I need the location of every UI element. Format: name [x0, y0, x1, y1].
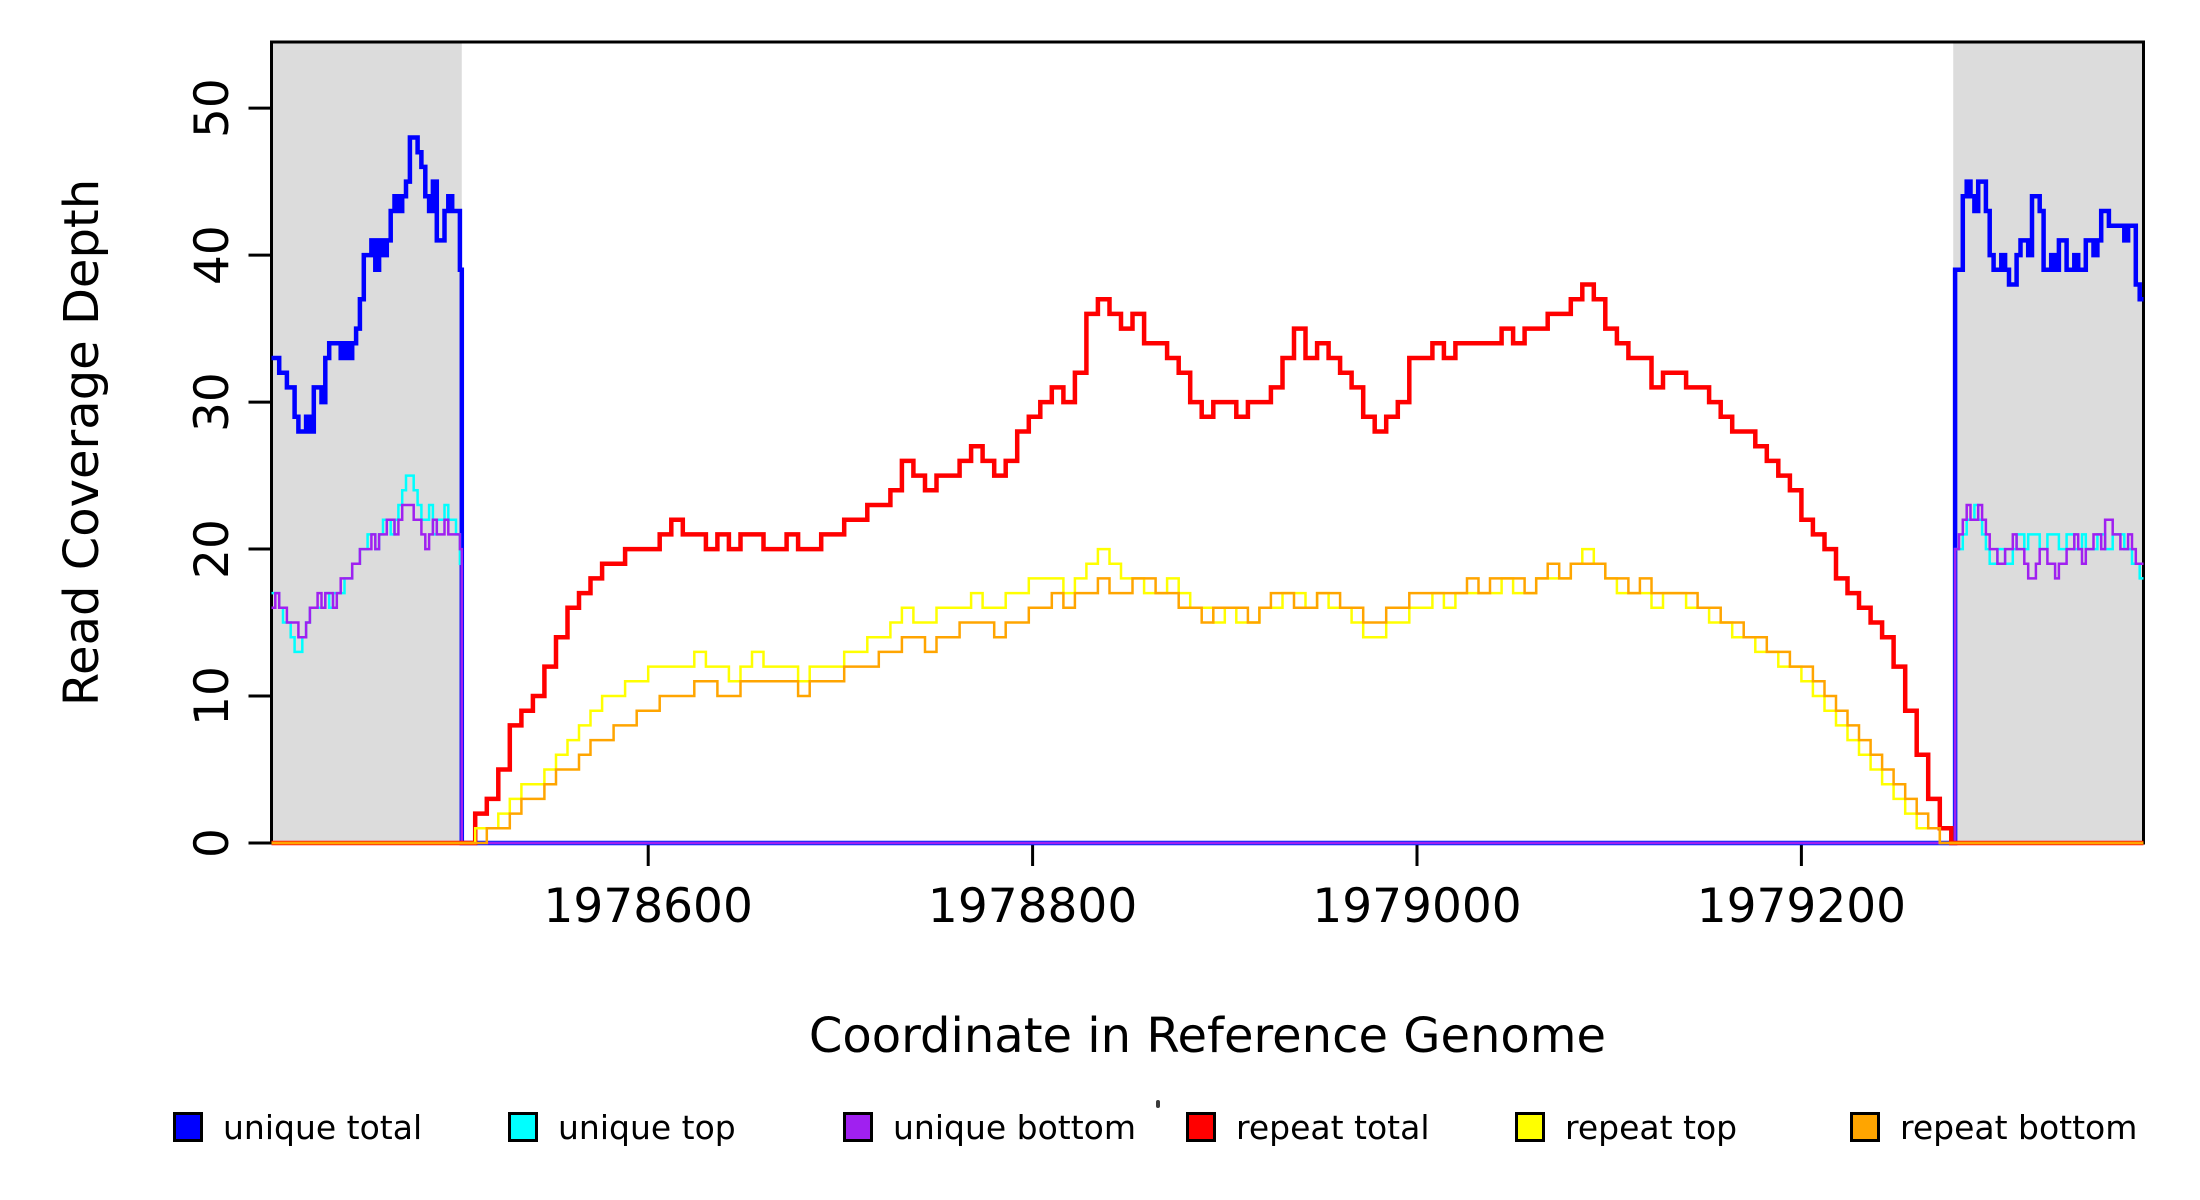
series-path-unique-bottom — [271, 503, 2144, 845]
legend-item-repeat-total: repeat total — [1186, 1107, 1430, 1147]
y-tick-label: 0 — [185, 828, 240, 858]
legend-swatch-repeat-top — [1515, 1112, 1545, 1142]
legend-label-repeat-top: repeat top — [1565, 1107, 1738, 1147]
legend-swatch-repeat-bottom — [1850, 1112, 1880, 1142]
x-axis-title: Coordinate in Reference Genome — [809, 1008, 1606, 1064]
series-path-repeat-top — [271, 547, 2144, 845]
legend-swatch-unique-bottom — [843, 1112, 873, 1142]
x-tick-label: 1979000 — [1312, 879, 1521, 934]
shaded-region-0 — [271, 42, 462, 843]
legend-label-unique-bottom: unique bottom — [893, 1107, 1137, 1147]
legend-swatch-unique-total — [173, 1112, 203, 1142]
y-axis-title: Read Coverage Depth — [54, 179, 110, 706]
y-tick-label: 20 — [185, 519, 240, 579]
y-tick-label: 50 — [185, 78, 240, 138]
legend-swatch-unique-top — [508, 1112, 538, 1142]
legend-label-unique-total: unique total — [223, 1107, 423, 1147]
series-path-unique-top — [271, 474, 2144, 845]
series-path-unique-total — [271, 135, 2144, 846]
x-tick-label: 1978600 — [544, 879, 753, 934]
legend-item-unique-bottom: unique bottom — [843, 1107, 1137, 1147]
legend-item-repeat-bottom: repeat bottom — [1850, 1107, 2138, 1147]
stray-mark — [1156, 1100, 1160, 1108]
legend-item-repeat-top: repeat top — [1515, 1107, 1738, 1147]
legend-item-unique-top: unique top — [508, 1107, 736, 1147]
shaded-region-1 — [1953, 42, 2144, 843]
x-tick-label: 1978800 — [928, 879, 1137, 934]
plot-box — [270, 40, 2145, 845]
legend-label-repeat-bottom: repeat bottom — [1900, 1107, 2138, 1147]
y-tick-label: 40 — [185, 225, 240, 285]
legend-swatch-repeat-total — [1186, 1112, 1216, 1142]
y-tick-label: 30 — [185, 372, 240, 432]
legend-item-unique-total: unique total — [173, 1107, 423, 1147]
series-path-repeat-bottom — [271, 562, 2144, 845]
y-tick-label: 10 — [185, 666, 240, 726]
legend-label-repeat-total: repeat total — [1236, 1107, 1430, 1147]
series-path-repeat-total — [271, 282, 2144, 846]
x-tick-label: 1979200 — [1697, 879, 1906, 934]
legend-label-unique-top: unique top — [558, 1107, 736, 1147]
